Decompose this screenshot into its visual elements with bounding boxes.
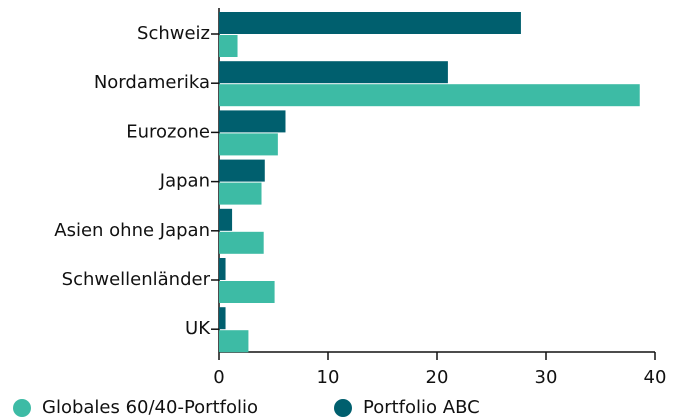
y-tick-label: Japan <box>159 171 210 192</box>
legend-marker <box>13 399 31 417</box>
y-tick-label: Asien ohne Japan <box>54 220 210 241</box>
bar <box>219 307 226 330</box>
y-tick-label: Eurozone <box>126 121 210 142</box>
legend-label: Portfolio ABC <box>363 397 480 418</box>
y-tick-label: Nordamerika <box>94 72 210 93</box>
x-tick-label: 20 <box>426 367 449 388</box>
x-tick-label: 10 <box>317 367 340 388</box>
y-tick-label: Schweiz <box>137 23 210 44</box>
bar <box>219 35 238 57</box>
bar <box>219 133 278 156</box>
bar <box>219 110 286 133</box>
x-tick-label: 0 <box>213 367 224 388</box>
bar <box>219 281 275 303</box>
legend-marker <box>334 399 352 417</box>
bar <box>219 208 233 231</box>
bar <box>219 182 262 205</box>
x-tick-label: 40 <box>644 367 667 388</box>
x-tick-label: 30 <box>535 367 558 388</box>
bar <box>219 159 265 182</box>
legend-label: Globales 60/40-Portfolio <box>42 397 258 418</box>
bar <box>219 330 249 353</box>
bar <box>219 12 521 34</box>
y-tick-label: Schwellenländer <box>62 269 211 290</box>
bar <box>219 231 264 254</box>
y-tick-label: UK <box>185 318 211 339</box>
bar <box>219 258 226 280</box>
bar <box>219 84 640 107</box>
bar <box>219 61 448 84</box>
